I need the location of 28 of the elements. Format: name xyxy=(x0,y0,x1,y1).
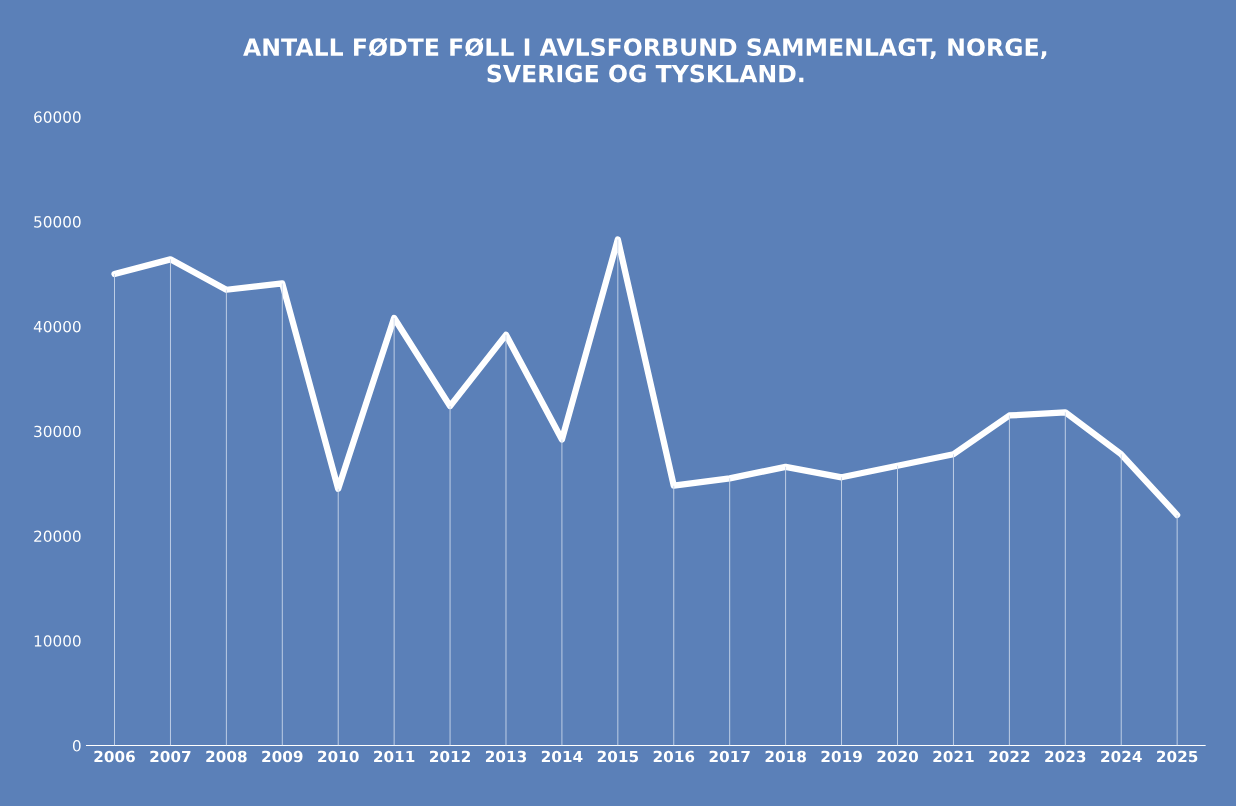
x-tick-label: 2006 xyxy=(94,750,135,763)
y-tick-label: 30000 xyxy=(34,425,81,438)
x-tick-label: 2024 xyxy=(1101,750,1142,763)
x-tick-label: 2015 xyxy=(597,750,639,763)
x-tick-label: 2019 xyxy=(821,750,862,763)
x-tick-label: 2012 xyxy=(430,750,470,763)
chart-title: ANTALL FØDTE FØLL I AVLSFORBUND SAMMENLAGT, NORGE, SVERIGE OG TYSKLAND. xyxy=(243,37,1047,83)
x-tick-label: 2008 xyxy=(206,750,247,763)
x-tick-label: 2011 xyxy=(374,750,415,763)
x-tick-label: 2021 xyxy=(933,750,974,763)
y-tick-label: 40000 xyxy=(33,320,81,333)
x-tick-label: 2016 xyxy=(653,750,695,763)
x-tick-label: 2023 xyxy=(1045,750,1086,763)
x-tick-label: 2020 xyxy=(877,750,919,763)
x-tick-label: 2009 xyxy=(262,750,303,763)
x-tick-label: 2007 xyxy=(150,750,191,763)
x-tick-label: 2017 xyxy=(709,750,750,763)
x-tick-label: 2025 xyxy=(1157,750,1198,763)
x-tick-label: 2018 xyxy=(765,750,806,763)
x-tick-label: 2010 xyxy=(318,750,359,763)
y-tick-label: 50000 xyxy=(34,216,81,228)
y-tick-label: 20000 xyxy=(34,530,81,543)
y-tick-label: 10000 xyxy=(34,635,81,647)
x-tick-label: 2014 xyxy=(541,750,583,763)
y-tick-label: 0 xyxy=(72,740,81,752)
y-tick-label: 60000 xyxy=(34,111,81,123)
x-tick-label: 2022 xyxy=(989,750,1030,763)
x-tick-label: 2013 xyxy=(485,750,527,763)
